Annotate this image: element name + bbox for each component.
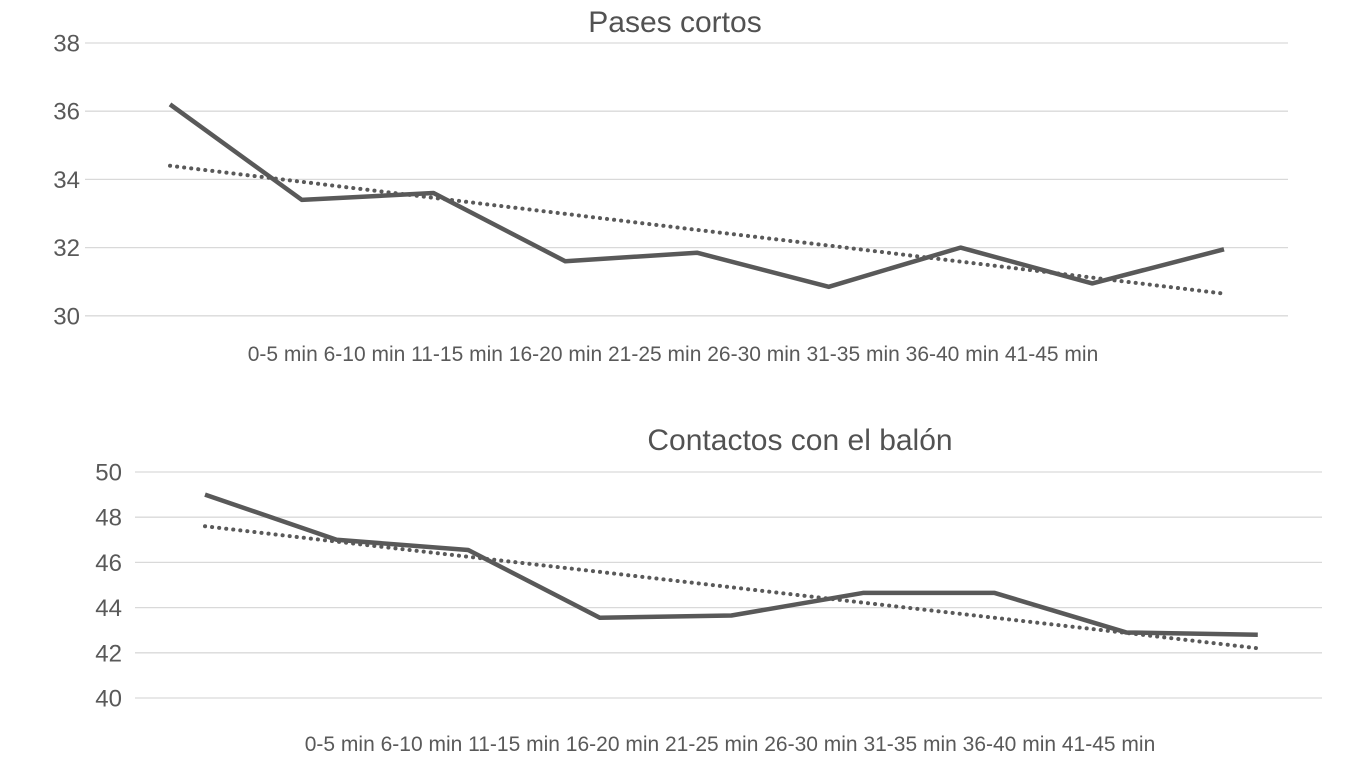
- y-tick-label: 38: [53, 31, 80, 58]
- y-tick-label: 46: [95, 550, 122, 577]
- trend-line: [203, 524, 1260, 651]
- y-tick-label: 48: [95, 505, 122, 532]
- y-tick-label: 42: [95, 640, 122, 667]
- y-tick-label: 34: [53, 167, 80, 194]
- y-tick-label: 40: [95, 686, 122, 713]
- chart2-x-axis-labels: 0-5 min 6-10 min 11-15 min 16-20 min 21-…: [304, 733, 1156, 756]
- data-line: [204, 492, 1258, 637]
- y-tick-label: 36: [53, 99, 80, 126]
- data-line: [168, 102, 1225, 290]
- chart2-title: Contactos con el balón: [647, 424, 953, 457]
- chart1-title: Pases cortos: [588, 6, 762, 39]
- chart1-x-axis-labels: 0-5 min 6-10 min 11-15 min 16-20 min 21-…: [247, 343, 1099, 366]
- y-tick-label: 44: [95, 595, 122, 622]
- trend-line: [168, 163, 1226, 296]
- y-tick-label: 50: [95, 460, 122, 487]
- y-tick-label: 30: [53, 303, 80, 330]
- y-tick-label: 32: [53, 235, 80, 262]
